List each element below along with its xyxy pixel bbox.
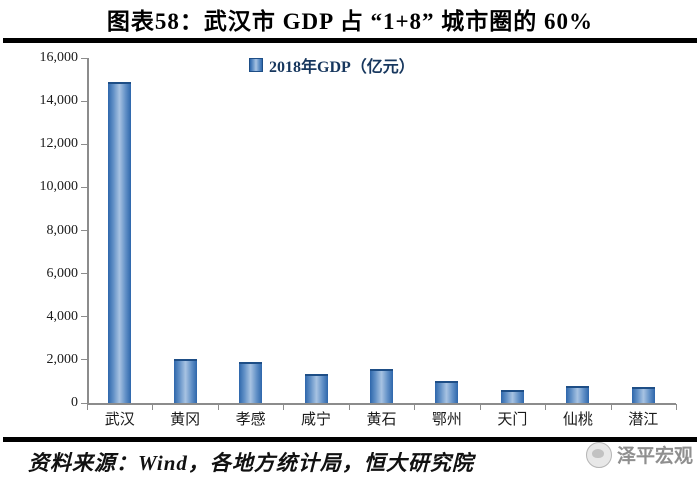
x-axis-line — [87, 403, 676, 405]
x-axis-label: 潜江 — [628, 412, 659, 428]
watermark-badge: 泽平宏观 — [586, 441, 693, 468]
y-axis-tick — [81, 359, 87, 361]
source-note: 资料来源：Wind，各地方统计局，恒大研究院 — [28, 451, 474, 475]
legend-label: 2018年GDP（亿元） — [269, 59, 415, 76]
bottom-divider — [3, 437, 697, 442]
legend-marker-icon — [249, 58, 263, 72]
y-axis-label: 4,000 — [46, 308, 79, 324]
x-axis-tick — [217, 404, 219, 410]
y-axis-tick — [81, 186, 87, 188]
y-axis-tick — [81, 402, 87, 404]
gdp-bar — [500, 390, 524, 403]
y-axis-tick — [81, 273, 87, 275]
y-axis-tick — [81, 230, 87, 231]
zeping-macro-logo-icon — [586, 441, 612, 468]
y-axis-tick — [81, 57, 87, 59]
x-axis-label: 武汉 — [104, 412, 135, 428]
chart-title: 图表58：武汉市 GDP 占 “1+8” 城市圈的 60% — [106, 9, 594, 34]
gdp-bar — [370, 369, 393, 403]
gdp-bar — [108, 81, 132, 403]
x-axis-label: 孝感 — [235, 412, 266, 428]
x-axis-tick — [152, 404, 154, 410]
chart-legend: 2018年GDP（亿元） — [249, 53, 415, 77]
y-axis-tick — [81, 316, 87, 318]
x-axis-tick — [414, 404, 416, 410]
watermark-label: 泽平宏观 — [617, 446, 694, 467]
y-axis-label: 8,000 — [46, 222, 79, 238]
x-axis-label: 黄冈 — [170, 412, 201, 428]
y-axis-label: 2,000 — [46, 351, 79, 367]
y-axis-label: 12,000 — [39, 136, 79, 152]
top-divider — [3, 38, 697, 43]
y-axis-label: 10,000 — [39, 179, 79, 195]
y-axis-label: 6,000 — [46, 265, 79, 281]
x-axis-tick — [348, 404, 350, 410]
x-axis-label: 黄石 — [366, 412, 397, 428]
y-axis-label: 0 — [71, 395, 78, 410]
y-axis-line — [87, 58, 89, 403]
gdp-bar — [173, 358, 197, 403]
y-axis-tick — [81, 143, 87, 145]
gdp-bar — [435, 381, 459, 403]
y-axis-label: 14,000 — [39, 93, 79, 109]
x-axis-tick — [676, 404, 677, 410]
y-axis-tick — [81, 100, 87, 102]
x-axis-tick — [545, 404, 547, 410]
gdp-bar — [631, 386, 655, 403]
x-axis-label: 鄂州 — [431, 412, 462, 428]
x-axis-label: 天门 — [497, 412, 528, 428]
gdp-bar — [304, 374, 328, 403]
x-axis-label: 咸宁 — [301, 412, 332, 428]
x-axis-tick — [283, 404, 285, 410]
gdp-bar — [566, 385, 590, 403]
x-axis-tick — [610, 404, 612, 410]
gdp-bar — [239, 362, 263, 403]
x-axis-tick — [479, 404, 481, 410]
x-axis-label: 仙桃 — [562, 412, 593, 428]
x-axis-tick — [87, 404, 88, 410]
y-axis-label: 16,000 — [39, 50, 79, 65]
